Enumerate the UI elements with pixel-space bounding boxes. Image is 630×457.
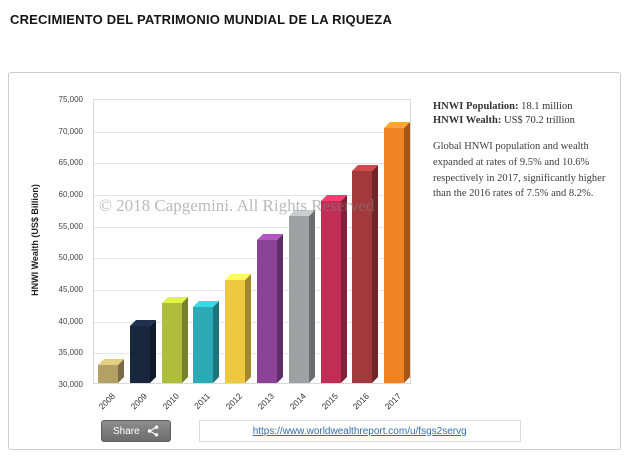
y-tick-label: 60,000: [58, 190, 83, 199]
bar-face: [257, 239, 277, 383]
y-tick-label: 35,000: [58, 348, 83, 358]
hnwi-population-label: HNWI Population:: [433, 101, 519, 112]
chart-panel: HNWI Wealth (US$ Billion) 75,000 70,000 65…: [8, 72, 621, 450]
bar-side-face: [277, 233, 283, 383]
bar-face: [225, 280, 246, 383]
gridline: [94, 290, 410, 291]
y-axis-ticks: 75,000 70,000 65,000 60,000 55,000 50,000 45,0…: [15, 95, 89, 389]
bar-2015: [320, 195, 347, 383]
gridline: [94, 195, 410, 196]
hnwi-population-value: 18.1 million: [521, 101, 573, 112]
bar-side-face: [372, 164, 379, 383]
gridline: [94, 163, 410, 165]
bar-side-face: [213, 301, 220, 383]
bar-face: [320, 201, 341, 383]
bar-side-face: [149, 320, 156, 383]
share-button-label: Share: [113, 425, 140, 437]
bar-2013: [257, 233, 283, 383]
bar-2014: [288, 209, 315, 383]
gridline: [94, 321, 410, 323]
share-url-box[interactable]: https://www.worldwealthreport.com/u/fsgs…: [198, 420, 521, 442]
y-tick-label: 50,000: [58, 253, 83, 263]
hnwi-wealth-label: HNWI Wealth:: [433, 115, 502, 126]
bar-2012: [225, 274, 252, 383]
bar-side-face: [308, 209, 315, 383]
bar-face: [98, 365, 118, 383]
hnwi-wealth-line: HNWI Wealth: US$ 70.2 trillion: [433, 115, 615, 126]
hnwi-population-line: HNWI Population: 18.1 million: [433, 101, 615, 112]
bar-2017: [384, 122, 411, 383]
y-tick-label: 70,000: [58, 126, 83, 136]
bar-face: [193, 307, 214, 383]
hnwi-wealth-value: US$ 70.2 trillion: [503, 115, 575, 126]
y-tick-label: 40,000: [58, 316, 83, 326]
bar-face: [384, 128, 405, 383]
bar-face: [161, 302, 182, 383]
y-tick-label: 30,000: [58, 380, 83, 389]
bar-side-face: [245, 274, 252, 383]
gridline: [94, 226, 410, 228]
bar-2009: [129, 320, 156, 383]
bar-side-face: [340, 195, 347, 383]
bar-side-face: [404, 122, 411, 383]
bar-face: [352, 170, 373, 383]
bar-face: [288, 215, 309, 383]
plot-area: [93, 99, 411, 384]
bar-face: [129, 326, 150, 383]
y-tick-label: 75,000: [58, 95, 83, 104]
bar-2011: [193, 301, 220, 383]
bar-side-face: [181, 296, 188, 383]
page-title: CRECIMIENTO DEL PATRIMONIO MUNDIAL DE LA…: [10, 12, 393, 27]
bar-2008: [98, 359, 124, 383]
gridline: [94, 353, 410, 355]
stats-panel: HNWI Population: 18.1 million HNWI Wealt…: [433, 101, 615, 202]
bar-2010: [161, 296, 188, 383]
share-button[interactable]: Share: [101, 420, 171, 442]
share-row: Share https://www.worldwealthreport.com/…: [101, 419, 521, 443]
bar-chart: HNWI Wealth (US$ Billion) 75,000 70,000 65…: [15, 81, 427, 446]
y-tick-label: 65,000: [58, 158, 83, 168]
stats-description: Global HNWI population and wealth expand…: [433, 141, 606, 200]
gridline: [94, 258, 410, 260]
share-icon: [147, 425, 158, 437]
gridline: [94, 131, 410, 133]
share-url-link[interactable]: https://www.worldwealthreport.com/u/fsgs…: [252, 425, 467, 437]
y-tick-label: 45,000: [58, 285, 83, 294]
y-tick-label: 55,000: [58, 221, 83, 231]
bar-2016: [352, 164, 379, 383]
